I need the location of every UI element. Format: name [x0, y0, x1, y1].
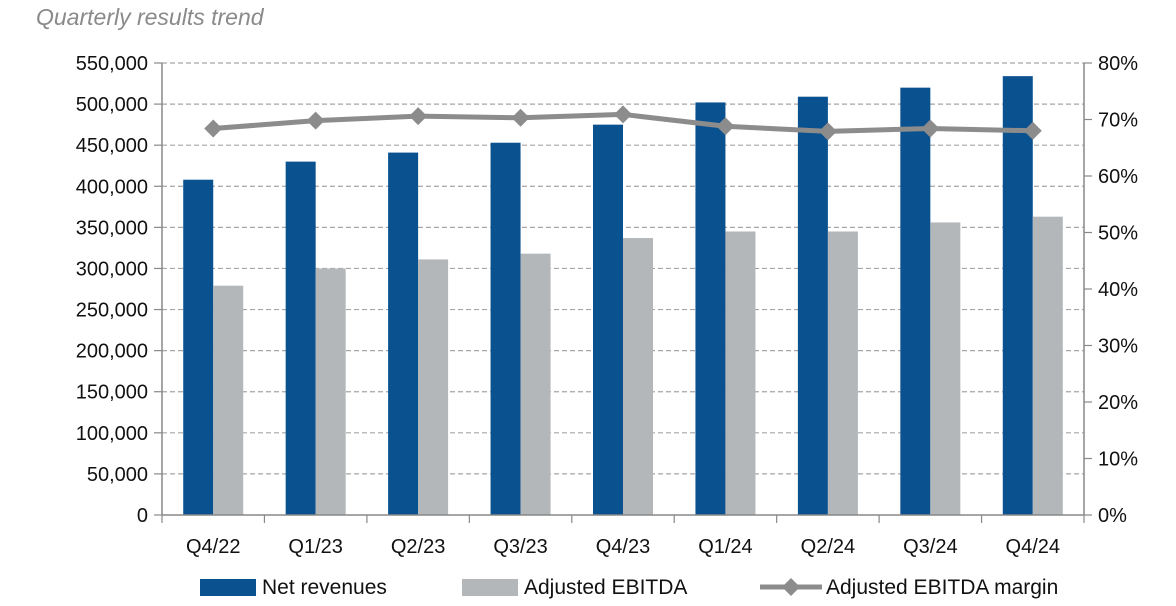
margin-point — [818, 122, 837, 141]
legend: Net revenues Adjusted EBITDA Adjusted EBIT… — [200, 576, 1058, 599]
adjusted-ebitda-bar — [418, 259, 449, 515]
x-axis-tick-label: Q4/24 — [1006, 536, 1060, 558]
net-revenues-bar — [388, 152, 419, 515]
left-axis-tick-label: 100,000 — [76, 423, 148, 445]
legend-adjusted-ebitda-label: Adjusted EBITDA — [524, 576, 687, 599]
left-axis-tick-label: 300,000 — [76, 258, 148, 280]
legend-adjusted-ebitda-margin-marker — [782, 578, 800, 596]
x-axis-tick-label: Q1/24 — [698, 536, 752, 558]
net-revenues-bar — [593, 124, 623, 516]
left-axis-tick-label: 500,000 — [76, 94, 148, 116]
adjusted-ebitda-bar — [623, 238, 653, 515]
adjusted-ebitda-bar — [1032, 216, 1063, 515]
left-axis-tick-label: 150,000 — [76, 382, 148, 404]
right-axis-tick-label: 50% — [1098, 223, 1138, 245]
margin-point — [204, 119, 223, 138]
margin-point — [511, 108, 530, 127]
net-revenues-bar — [1002, 76, 1033, 515]
adjusted-ebitda-bar — [827, 231, 858, 516]
margin-line — [204, 105, 1042, 141]
right-axis-tick-label: 20% — [1098, 392, 1138, 414]
net-revenues-bar — [490, 142, 521, 515]
legend-net-revenues-swatch — [200, 579, 256, 596]
legend-net-revenues-label: Net revenues — [262, 576, 387, 599]
left-axis-tick-label: 0 — [137, 505, 148, 527]
net-revenues-bar — [695, 102, 726, 516]
bars — [183, 76, 1063, 516]
left-axis-tick-label: 350,000 — [76, 217, 148, 239]
x-axis-tick-label: Q1/23 — [288, 536, 342, 558]
right-axis-tick-label: 0% — [1098, 505, 1127, 527]
legend-adjusted-ebitda-margin-label: Adjusted EBITDA margin — [826, 576, 1058, 599]
left-axis-tick-label: 550,000 — [76, 53, 148, 75]
left-axis-tick-label: 400,000 — [76, 176, 148, 198]
margin-point — [306, 111, 325, 130]
left-axis-tick-label: 250,000 — [76, 300, 148, 322]
right-axis-tick-label: 40% — [1098, 279, 1138, 301]
x-axis-tick-label: Q2/24 — [801, 536, 855, 558]
margin-point — [409, 107, 428, 126]
net-revenues-bar — [797, 96, 828, 515]
legend-adjusted-ebitda-swatch — [462, 579, 518, 596]
x-axis-tick-label: Q2/23 — [391, 536, 445, 558]
adjusted-ebitda-bar — [213, 285, 244, 515]
adjusted-ebitda-bar — [315, 268, 346, 515]
adjusted-ebitda-bar — [725, 231, 756, 516]
margin-point — [716, 117, 735, 136]
right-axis-tick-label: 80% — [1098, 53, 1138, 75]
x-axis-tick-label: Q4/22 — [186, 536, 240, 558]
adjusted-ebitda-bar — [930, 222, 961, 515]
axes — [154, 62, 1092, 523]
right-axis-tick-label: 30% — [1098, 336, 1138, 358]
left-axis-tick-label: 50,000 — [87, 464, 148, 486]
net-revenues-bar — [285, 161, 316, 516]
net-revenues-bar — [183, 179, 214, 515]
left-axis-tick-label: 200,000 — [76, 341, 148, 363]
x-axis-tick-label: Q4/23 — [596, 536, 650, 558]
margin-point — [1023, 121, 1042, 140]
margin-point — [614, 105, 632, 124]
x-axis-tick-label: Q3/24 — [903, 536, 957, 558]
right-axis-tick-label: 60% — [1098, 166, 1138, 188]
right-axis-tick-label: 10% — [1098, 449, 1138, 471]
x-axis-tick-label: Q3/23 — [493, 536, 547, 558]
right-axis-tick-label: 70% — [1098, 110, 1138, 132]
margin-point — [921, 119, 940, 138]
chart-title: Quarterly results trend — [36, 4, 264, 30]
net-revenues-bar — [900, 87, 931, 516]
tick-labels: 0 50,000 100,000 150,000 200,000 250,000 300,0… — [76, 53, 1139, 558]
adjusted-ebitda-bar — [520, 253, 551, 516]
left-axis-tick-label: 450,000 — [76, 135, 148, 157]
